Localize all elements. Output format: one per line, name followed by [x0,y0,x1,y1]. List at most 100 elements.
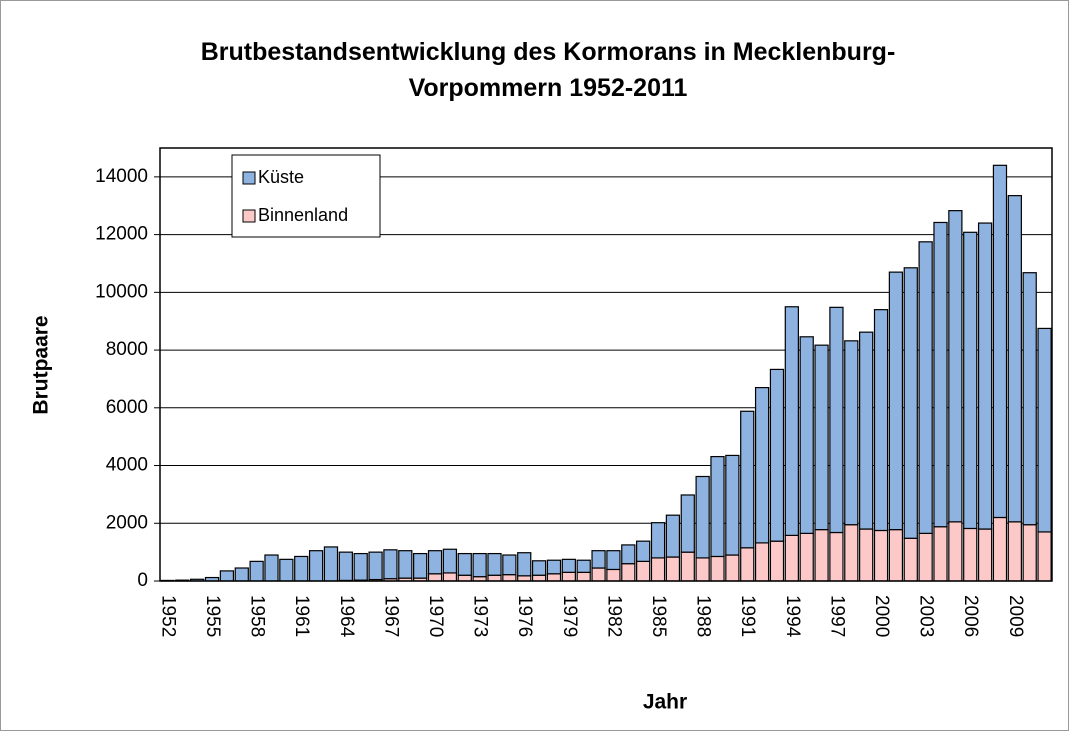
bar-segment [829,306,844,534]
x-tick-label: 1970 [425,595,446,637]
x-tick-label: 1952 [157,595,178,637]
x-tick-label: 2003 [916,595,937,637]
y-tick-label: 12000 [95,224,148,245]
x-tick-label: 1985 [648,595,669,637]
bar-segment [695,557,710,582]
bar-segment [829,531,844,582]
legend-swatch [242,171,256,185]
bar-segment [487,574,502,582]
bar-segment [323,546,339,582]
bar-segment [725,554,740,582]
x-tick-label: 1994 [782,595,803,638]
bar-segment [502,554,517,576]
bar-segment [918,532,933,582]
bar-segment [546,559,562,575]
y-tick-label: 14000 [95,166,148,187]
bar-segment [472,552,487,578]
bar-segment [591,567,606,582]
bar-segment [650,557,666,582]
x-tick-label: 1997 [826,595,847,637]
bar-segment [1022,524,1037,582]
x-tick-label: 1979 [559,595,580,637]
bar-segment [621,544,636,565]
bar-segment [873,529,889,582]
bar-segment [561,558,576,573]
bar-segment [427,550,443,575]
bar-segment [918,241,933,534]
y-axis-title: Brutpaare [30,315,53,414]
bar-segment [769,368,785,542]
bar-segment [398,550,413,579]
bar-segment [710,455,725,558]
bar-segment [977,528,993,582]
bar-segment [754,542,770,582]
bar-segment [636,560,651,582]
bar-segment [576,559,591,573]
plot-border [159,147,1053,582]
bar-segment [249,560,264,582]
bar-segment [561,571,576,582]
bar-segment [740,410,755,549]
x-tick-label: 1955 [202,595,223,637]
bar-segment [487,552,502,576]
bar-segment [606,568,621,582]
bar-segment [368,551,383,581]
bar-segment [1037,327,1052,533]
y-tick-label: 8000 [106,339,148,360]
x-axis-title: Jahr [643,691,687,714]
bar-segment [710,555,725,582]
bar-segment [442,548,458,574]
bar-segment [665,556,681,582]
plot-area: 0 2000 4000 6000 8000 10000 12000 14000 1952 1955… [95,147,1053,638]
chart-title: Brutbestandsentwicklung des Kormorans in… [201,38,896,66]
bar-segment [1022,272,1037,526]
x-tick-label: 2006 [960,595,981,637]
bar-segment [383,549,398,580]
bar-segment [680,551,695,582]
bar-segment [888,529,904,582]
legend-swatch [242,209,256,223]
x-tick-label: 2009 [1005,595,1026,637]
bar-segment [740,547,755,582]
x-tick-label: 1964 [336,595,357,638]
bar-segment [844,340,859,526]
bar-segment [992,164,1008,519]
bar-segment [427,573,443,582]
bar-segment [1037,531,1052,582]
x-tick-label: 1973 [470,595,491,637]
bar-segment [650,522,666,559]
x-tick-label: 1991 [737,595,758,637]
legend-label: Küste [258,167,304,187]
bar-segment [695,475,710,559]
bar-segment [977,222,993,530]
bar-segment [442,572,458,582]
y-tick-label: 2000 [106,512,148,533]
x-tick-label: 1982 [603,595,624,637]
bar-segment [517,575,532,582]
bar-segment [338,551,353,582]
bar-segment [814,529,829,582]
bar-segment [591,550,606,569]
bar-segment [903,537,918,582]
bar-segment [814,344,829,531]
x-tick-label: 2000 [871,595,892,637]
bar-segment [859,331,874,530]
bar-segment [799,532,814,582]
bar-segment [234,567,249,582]
bar-segment [264,554,279,582]
bar-segment [725,454,740,556]
x-tick-label: 1988 [693,595,714,637]
bar-segment [576,571,591,582]
bar-segment [413,552,428,579]
bar-segment [948,521,963,582]
legend-label: Binnenland [258,205,348,225]
x-tick-label: 1976 [514,595,535,637]
bar-segment [279,558,294,582]
bar-segment [531,574,547,582]
bar-segment [754,386,770,544]
bar-segment [219,570,235,582]
y-tick-label: 4000 [106,455,148,476]
bar-segment [606,550,621,571]
